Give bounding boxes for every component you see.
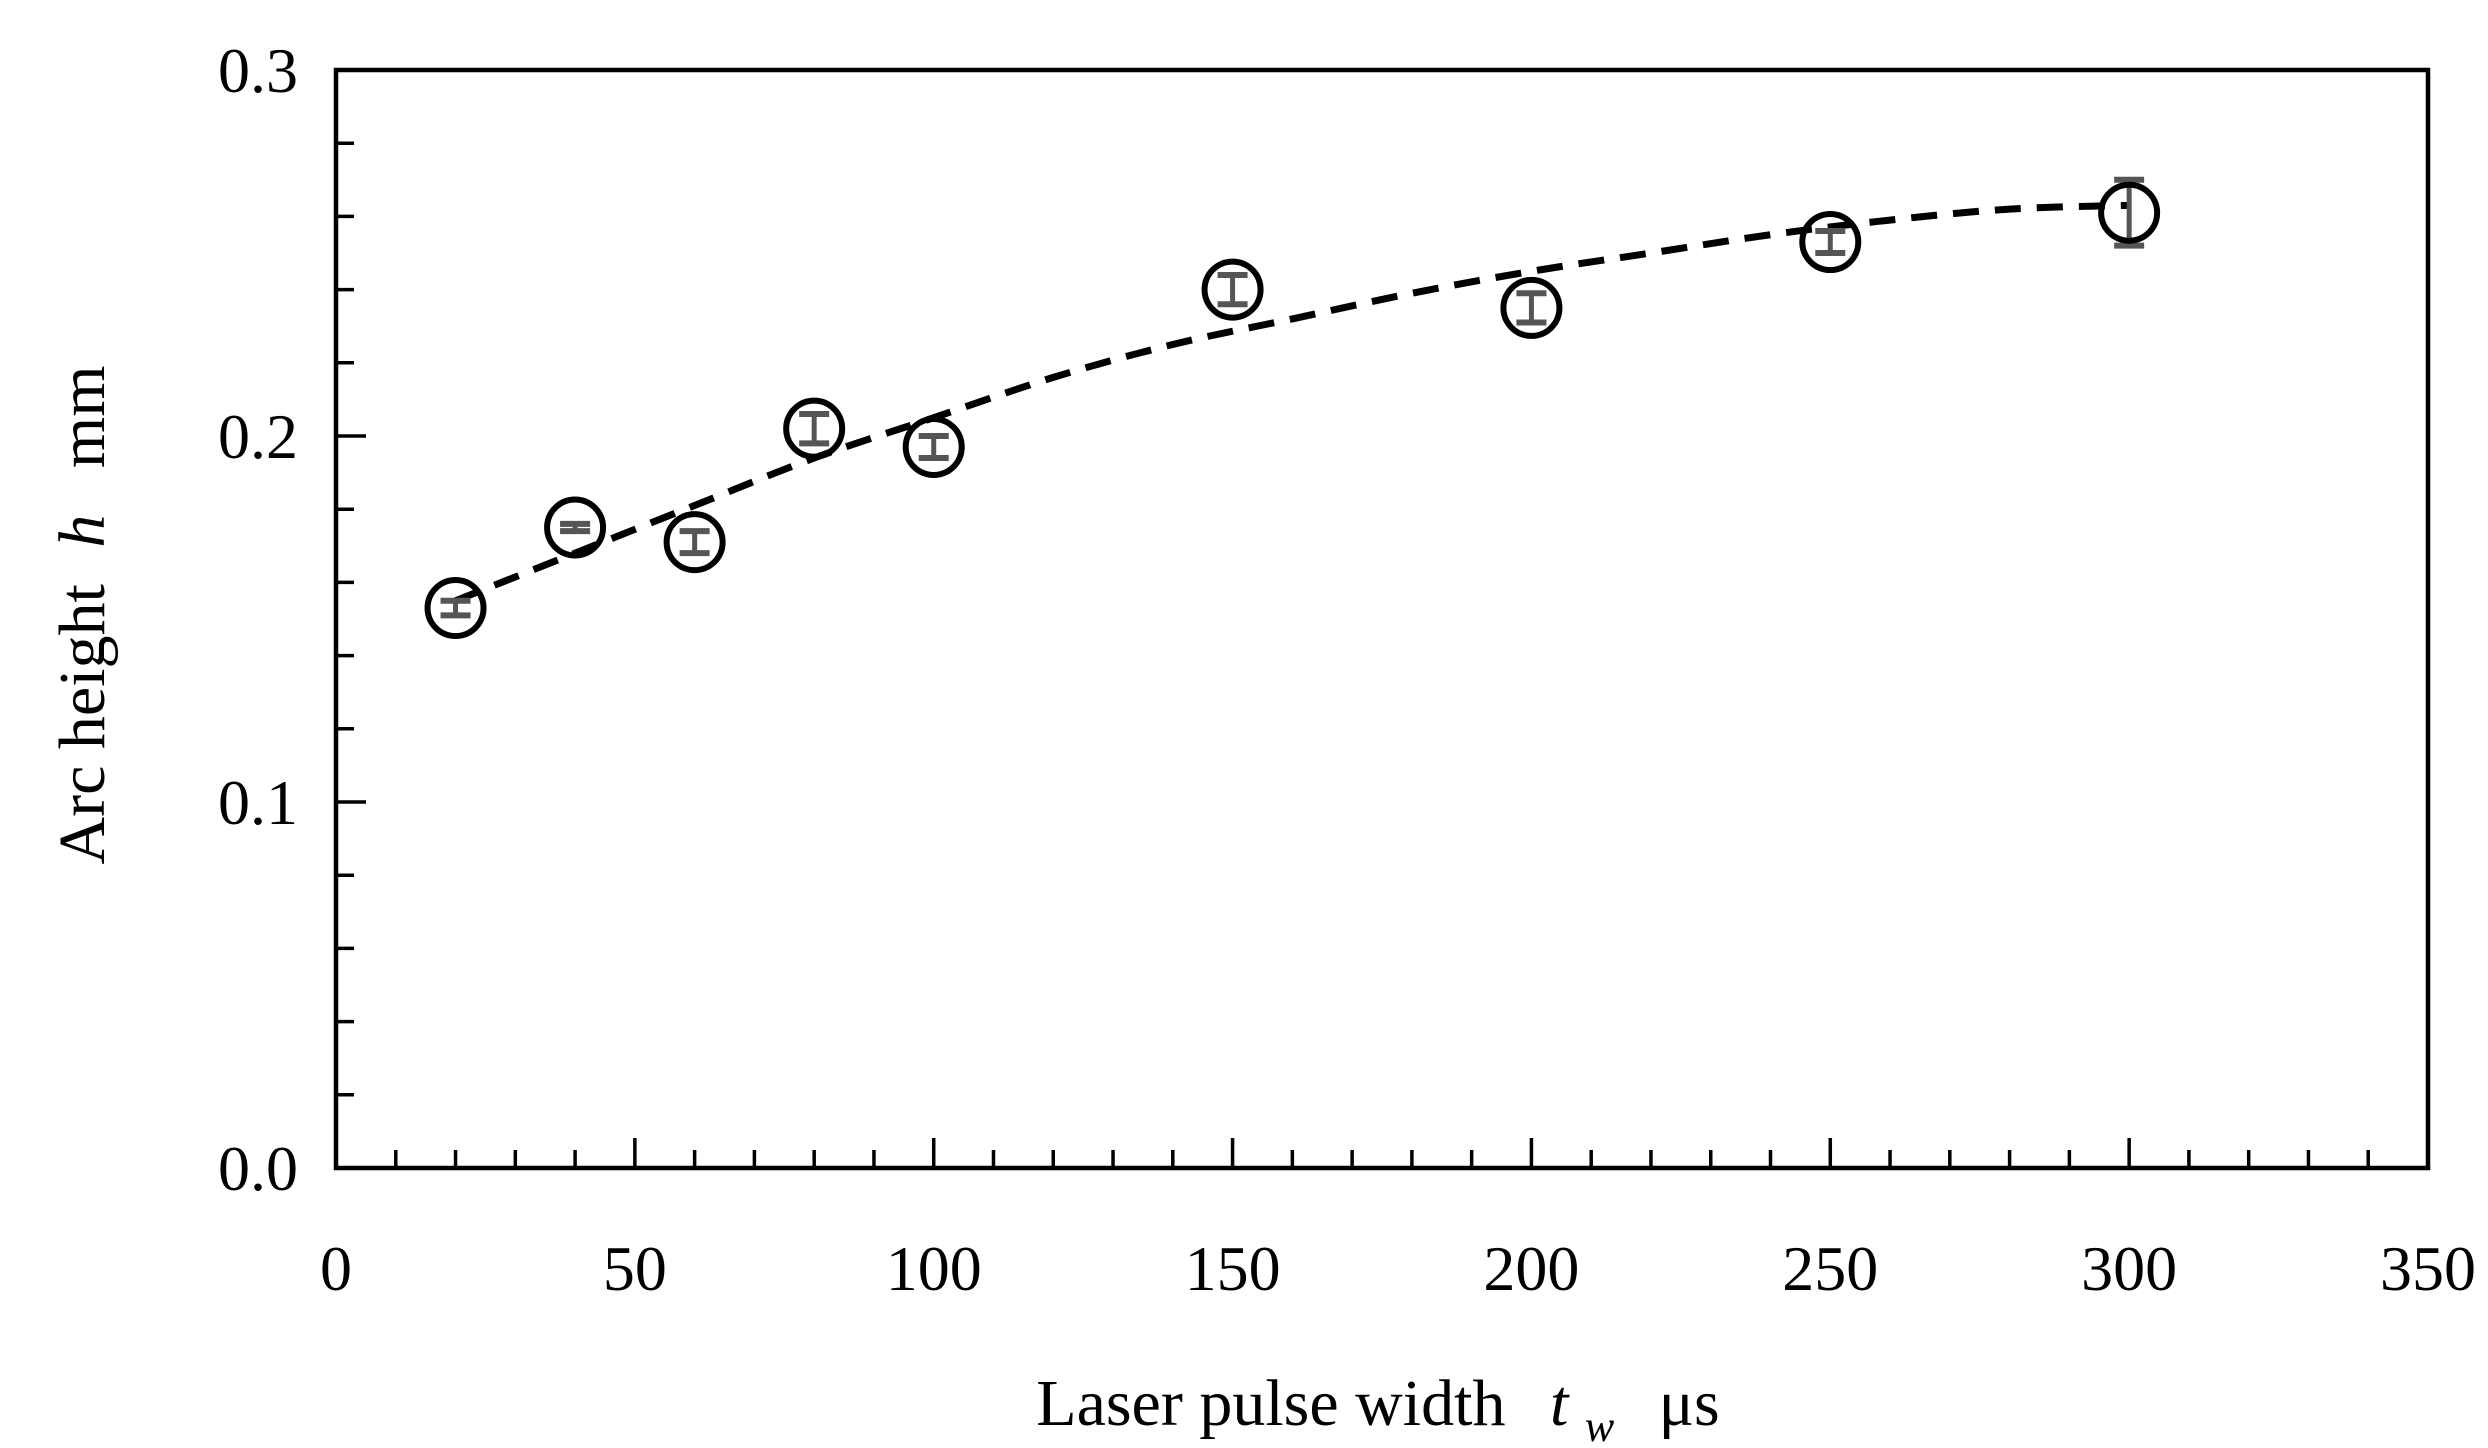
data-point (424, 577, 487, 640)
data-marker (2098, 181, 2161, 244)
tick-labels: 0 50 100 150 200 250 300 350 0.0 0.1 0.2 0.3 (218, 35, 2476, 1304)
fit-curve (454, 201, 2130, 604)
x-tick-label: 50 (603, 1233, 667, 1304)
y-tick-label: 0.1 (218, 767, 298, 838)
data-point (1799, 211, 1862, 274)
major-ticks (336, 434, 2131, 1168)
data-marker (544, 496, 607, 559)
x-tick-label: 200 (1483, 1233, 1579, 1304)
y-tick-label: 0.3 (218, 35, 298, 106)
x-axis-symbol: t (1550, 1367, 1570, 1440)
y-tick-label: 0.0 (218, 1133, 298, 1204)
data-marker (783, 397, 846, 460)
data-point (663, 511, 726, 574)
x-axis-label-main: Laser pulse width (1036, 1367, 1505, 1440)
y-axis-symbol: h (46, 515, 119, 548)
y-axis-label: Arc height h mm (46, 365, 119, 864)
data-point (1500, 276, 1563, 339)
y-axis-label-main: Arc height (46, 584, 119, 864)
x-axis-label: Laser pulse width t w μs (1036, 1367, 1720, 1448)
data-point (544, 496, 607, 559)
x-tick-label: 0 (320, 1233, 352, 1304)
plot-frame (333, 67, 2431, 1171)
data-point (902, 415, 965, 478)
data-point (1201, 258, 1264, 321)
x-tick-label: 350 (2380, 1233, 2476, 1304)
data-marker (663, 511, 726, 574)
y-tick-label: 0.2 (218, 401, 298, 472)
x-tick-label: 250 (1782, 1233, 1878, 1304)
data-point (783, 397, 846, 460)
data-marker (902, 415, 965, 478)
minor-ticks (336, 141, 2370, 1168)
x-tick-label: 300 (2081, 1233, 2177, 1304)
data-marker (1500, 276, 1563, 339)
x-axis-subscript: w (1585, 1402, 1615, 1448)
data-points (424, 176, 2161, 640)
x-tick-label: 100 (886, 1233, 982, 1304)
data-marker (1799, 211, 1862, 274)
data-marker (1201, 258, 1264, 321)
x-axis-unit: μs (1659, 1367, 1720, 1440)
x-tick-label: 150 (1185, 1233, 1281, 1304)
y-axis-unit: mm (46, 365, 119, 468)
data-point (2098, 176, 2161, 249)
data-marker (424, 577, 487, 640)
